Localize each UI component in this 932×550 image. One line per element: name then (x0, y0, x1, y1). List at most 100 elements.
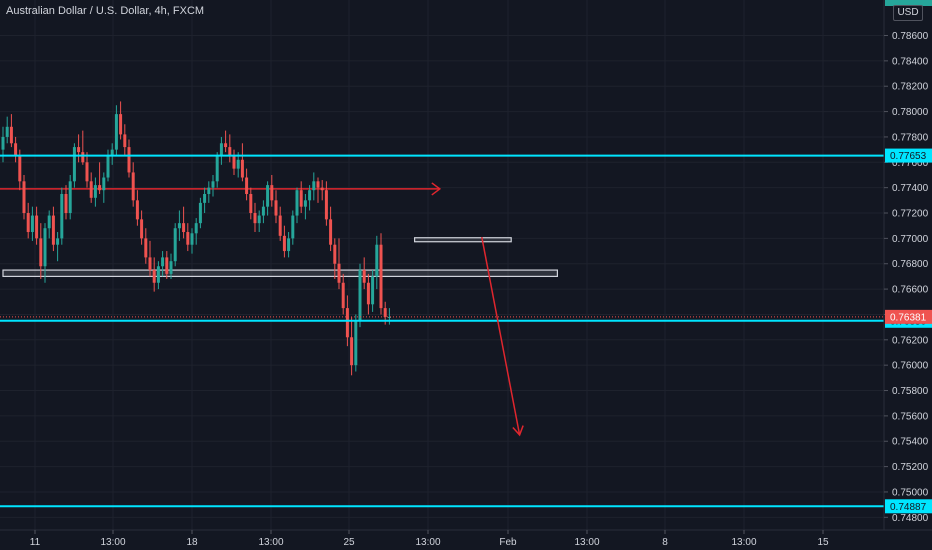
price-tick-label: 0.78400 (892, 56, 929, 67)
price-tick-label: 0.77400 (892, 183, 929, 194)
candle (203, 187, 207, 214)
horizontal-lines[interactable] (0, 154, 884, 508)
candle (337, 238, 341, 290)
candle-body (5, 126, 9, 137)
candle-body (257, 215, 261, 224)
candle-body (119, 114, 123, 135)
candle-body (379, 244, 383, 309)
candle-body (98, 185, 102, 191)
candle-body (219, 143, 223, 156)
time-axis[interactable]: 11 13:00 18 13:00 25 13:00 Feb 13:00 8 13:00 15 (30, 530, 829, 548)
candle-body (190, 233, 194, 245)
candle (232, 149, 236, 175)
price-tick-label: 0.77600 (892, 158, 929, 169)
candle-body (198, 202, 202, 224)
price-badge-label: 0.77653 (890, 151, 927, 162)
drawing-boxes[interactable] (2, 237, 559, 278)
candle-body (68, 181, 72, 214)
candle-body (144, 238, 148, 258)
candle (371, 270, 375, 312)
candles (1, 101, 391, 376)
candle-body (135, 200, 139, 220)
time-tick-label: 13:00 (731, 537, 756, 548)
time-tick-label: 13:00 (258, 537, 283, 548)
price-tick-label: 0.75000 (892, 487, 929, 498)
candle (30, 206, 34, 241)
candle-body (366, 282, 370, 305)
candle (77, 134, 81, 163)
candle-body (26, 213, 30, 233)
candle (341, 273, 345, 315)
candle (140, 210, 144, 245)
candle-body (173, 228, 177, 262)
candle (182, 206, 186, 239)
candle (161, 251, 165, 277)
candle-body (215, 155, 219, 182)
candle (224, 130, 228, 153)
candle-body (211, 181, 215, 188)
candle (165, 251, 169, 279)
candle (85, 152, 89, 188)
candle-body (387, 316, 391, 318)
candle (156, 261, 160, 290)
candle (190, 228, 194, 254)
candle-body (56, 238, 60, 245)
candle (303, 193, 307, 220)
candle-body (203, 193, 207, 203)
candle-body (177, 223, 181, 229)
candle (123, 124, 127, 156)
price-badge-label: 0.74887 (890, 502, 927, 513)
candle (5, 116, 9, 144)
candle (261, 200, 265, 224)
candle (60, 187, 64, 245)
time-tick-label: 8 (662, 537, 668, 548)
grid (0, 0, 884, 530)
candle-body (333, 244, 337, 264)
zone-box[interactable] (2, 269, 559, 278)
candle (270, 174, 274, 207)
price-tick-label: 0.75600 (892, 411, 929, 422)
chart-title: Australian Dollar / U.S. Dollar, 4h, FXC… (6, 5, 205, 17)
candle-body (266, 185, 270, 207)
candle (240, 143, 244, 182)
time-tick-label: 11 (30, 537, 41, 548)
price-axis[interactable]: 0.78600 0.78400 0.78200 0.78000 0.77800 0.776… (884, 31, 929, 524)
price-tick-label: 0.78200 (892, 82, 929, 93)
currency-button[interactable]: USD (893, 5, 923, 21)
top-price-badge (885, 0, 932, 6)
candle-body (51, 215, 55, 245)
candle (198, 197, 202, 229)
candle-body (371, 276, 375, 305)
zone-box[interactable] (414, 237, 512, 243)
candle-body (161, 257, 165, 267)
candle-body (64, 193, 68, 214)
candle-body (123, 134, 127, 148)
candle-body (299, 190, 303, 207)
candle (295, 187, 299, 224)
candle-body (127, 147, 131, 173)
candle (329, 206, 333, 252)
candle (211, 174, 215, 197)
candle (64, 185, 68, 220)
projection-line[interactable] (481, 236, 521, 436)
candle (131, 162, 135, 207)
projection-arrow[interactable] (481, 236, 524, 437)
candle-body (245, 177, 249, 194)
candle-body (354, 320, 358, 366)
candle (324, 181, 328, 226)
candle (135, 190, 139, 226)
candle (110, 143, 114, 165)
candle-body (324, 190, 328, 220)
candle (350, 316, 354, 376)
candle (387, 308, 391, 325)
candle-body (240, 159, 244, 178)
time-tick-label: 13:00 (574, 537, 599, 548)
candle (312, 172, 316, 201)
red-level-line[interactable] (0, 182, 442, 196)
time-tick-label: 13:00 (415, 537, 440, 548)
candle (333, 238, 337, 279)
time-tick-label: 18 (186, 537, 198, 548)
candle-body (282, 235, 286, 252)
candle (114, 105, 118, 156)
